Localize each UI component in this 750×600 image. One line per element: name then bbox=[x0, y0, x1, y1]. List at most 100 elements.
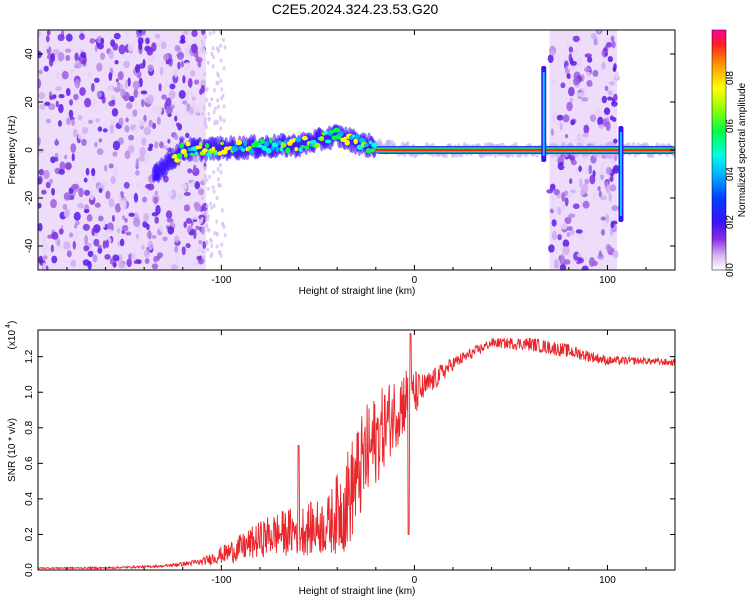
noise-speckle bbox=[110, 94, 117, 101]
noise-speckle bbox=[140, 90, 148, 95]
noise-speckle bbox=[139, 146, 147, 157]
signal-core-blob bbox=[183, 152, 188, 158]
signal-core-blob bbox=[368, 140, 373, 145]
noise-speckle bbox=[212, 169, 216, 175]
noise-speckle bbox=[111, 214, 115, 222]
noise-speckle bbox=[219, 58, 223, 63]
signal-spike-core bbox=[542, 72, 545, 156]
noise-speckle bbox=[41, 189, 47, 195]
noise-speckle bbox=[189, 69, 196, 77]
noise-speckle bbox=[211, 185, 215, 190]
noise-speckle bbox=[564, 133, 569, 139]
noise-speckle bbox=[134, 126, 139, 134]
noise-speckle bbox=[552, 112, 559, 123]
noise-speckle bbox=[552, 206, 559, 212]
noise-speckle bbox=[138, 30, 143, 34]
noise-speckle bbox=[159, 223, 163, 233]
noise-speckle bbox=[46, 30, 51, 36]
noise-speckle bbox=[612, 250, 619, 259]
noise-speckle bbox=[573, 49, 579, 58]
noise-speckle bbox=[146, 230, 152, 239]
signal-core-blob bbox=[365, 148, 372, 154]
noise-speckle bbox=[51, 231, 59, 240]
noise-speckle bbox=[73, 128, 78, 138]
noise-speckle bbox=[141, 137, 147, 147]
noise-speckle bbox=[104, 165, 108, 172]
y-tick-label: -20 bbox=[24, 190, 35, 205]
x-tick-label: -100 bbox=[211, 575, 231, 586]
snr-x-label: Height of straight line (km) bbox=[299, 586, 416, 597]
noise-speckle bbox=[158, 141, 164, 149]
noise-speckle bbox=[217, 73, 221, 79]
signal-core-blob bbox=[194, 151, 199, 157]
noise-speckle bbox=[174, 115, 178, 122]
noise-speckle bbox=[112, 43, 119, 51]
y-tick-label: -40 bbox=[24, 238, 35, 253]
snr-x-ticks: -100 0 100 bbox=[66, 330, 647, 586]
noise-speckle bbox=[70, 143, 77, 153]
noise-speckle bbox=[562, 114, 570, 123]
noise-speckle bbox=[57, 51, 65, 62]
noise-speckle bbox=[132, 80, 140, 90]
noise-speckle bbox=[92, 254, 98, 263]
noise-speckle bbox=[579, 234, 585, 241]
noise-speckle bbox=[193, 261, 198, 268]
signal-core-blob bbox=[314, 142, 321, 148]
noise-speckle bbox=[576, 253, 583, 258]
colorbar-tick-label: 0.2 bbox=[725, 215, 736, 229]
noise-speckle bbox=[603, 107, 611, 116]
noise-speckle bbox=[132, 109, 138, 117]
noise-speckle bbox=[104, 254, 111, 260]
noise-speckle bbox=[135, 158, 139, 168]
noise-speckle bbox=[100, 180, 108, 186]
noise-speckle bbox=[194, 79, 200, 85]
noise-speckle bbox=[145, 184, 151, 189]
noise-speckle bbox=[204, 173, 208, 179]
signal-core-blob bbox=[185, 141, 191, 147]
noise-speckle bbox=[64, 48, 72, 53]
noise-speckle bbox=[223, 45, 227, 50]
noise-speckle bbox=[123, 60, 131, 68]
noise-speckle bbox=[556, 114, 564, 121]
noise-speckle bbox=[105, 239, 109, 249]
signal-core-blob bbox=[285, 147, 291, 154]
y-tick-label: 20 bbox=[24, 96, 35, 108]
noise-speckle bbox=[202, 240, 207, 249]
snr-y-exponent-base: (x10 bbox=[7, 330, 18, 350]
signal-core-blob bbox=[202, 148, 208, 153]
noise-speckle bbox=[205, 209, 209, 215]
noise-speckle bbox=[121, 215, 126, 221]
noise-speckle bbox=[564, 216, 572, 225]
signal-core-blob bbox=[220, 141, 224, 146]
signal-core-blob bbox=[322, 131, 330, 135]
noise-speckle bbox=[108, 49, 114, 60]
noise-speckle bbox=[39, 104, 46, 110]
noise-speckle bbox=[88, 119, 93, 125]
noise-speckle bbox=[208, 31, 212, 36]
noise-speckle bbox=[68, 187, 74, 195]
noise-speckle bbox=[203, 119, 207, 125]
noise-speckle bbox=[109, 258, 114, 265]
noise-speckle bbox=[205, 239, 209, 245]
noise-speckle bbox=[161, 60, 166, 65]
noise-speckle bbox=[207, 116, 211, 122]
noise-speckle bbox=[111, 108, 119, 117]
noise-speckle bbox=[187, 78, 193, 88]
noise-speckle bbox=[148, 119, 154, 128]
y-tick-label: 0.8 bbox=[24, 420, 35, 434]
noise-speckle bbox=[223, 232, 227, 238]
noise-speckle bbox=[579, 178, 583, 188]
noise-speckle bbox=[151, 212, 159, 217]
noise-speckle bbox=[600, 216, 607, 221]
noise-speckle bbox=[600, 229, 606, 236]
noise-speckle bbox=[221, 37, 225, 43]
noise-speckle bbox=[216, 98, 220, 103]
noise-speckle bbox=[554, 258, 560, 269]
noise-speckle bbox=[192, 214, 199, 220]
noise-speckle bbox=[168, 90, 176, 99]
noise-speckle bbox=[41, 236, 48, 243]
noise-speckle bbox=[138, 118, 145, 127]
signal-core-blob bbox=[235, 139, 242, 146]
noise-speckle bbox=[199, 46, 206, 55]
noise-speckle bbox=[557, 162, 565, 171]
